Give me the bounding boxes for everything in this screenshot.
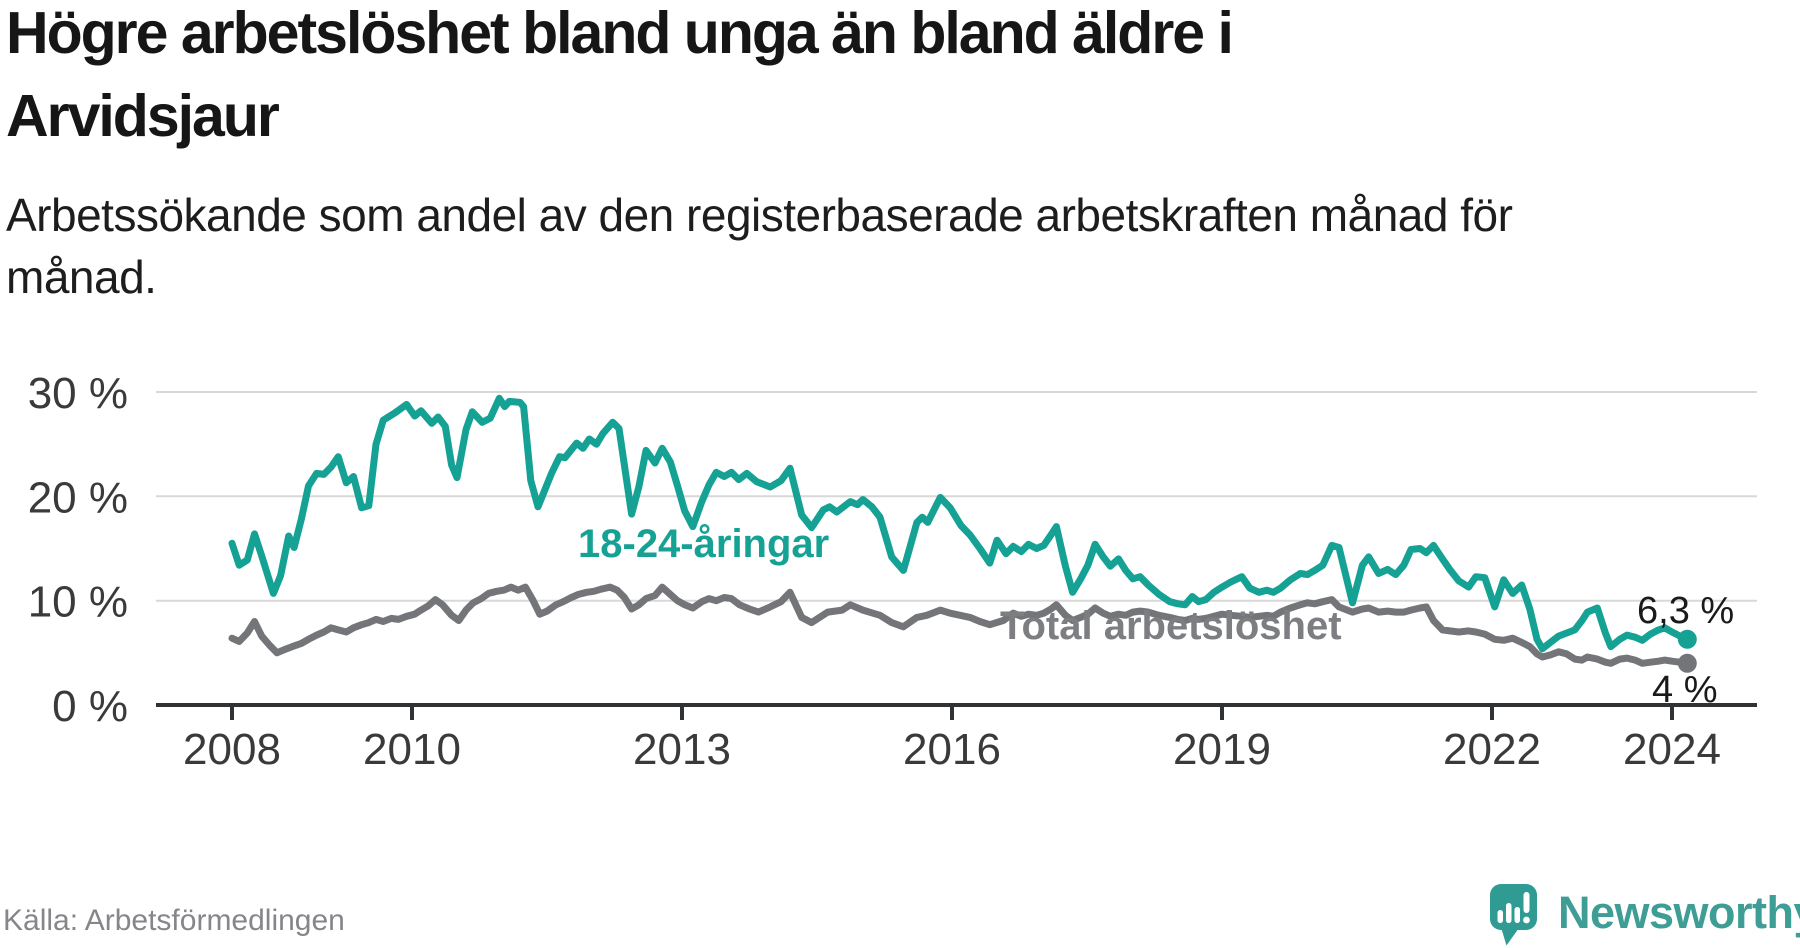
x-tick-label: 2019 bbox=[1173, 725, 1271, 774]
newsworthy-logo: Newsworthy bbox=[1490, 882, 1800, 946]
newsworthy-logo-text: Newsworthy bbox=[1558, 887, 1800, 938]
x-tick-label: 2008 bbox=[183, 725, 281, 774]
series-end-dot-total bbox=[1677, 653, 1697, 673]
page-subtitle-line-2: månad. bbox=[6, 251, 157, 303]
series-line-youth bbox=[228, 394, 1691, 653]
page-subtitle: Arbetssökande som andel av den registerb… bbox=[6, 184, 1513, 308]
page-title: Högre arbetslöshet bland unga än bland ä… bbox=[6, 0, 1234, 158]
y-tick-label: 0 % bbox=[52, 682, 128, 731]
series-line-total bbox=[228, 583, 1691, 667]
y-tick-label: 20 % bbox=[28, 473, 128, 522]
x-tick-label: 2022 bbox=[1443, 725, 1541, 774]
series-label-youth: 18-24-åringar bbox=[578, 522, 830, 566]
end-value-label-total: 4 % bbox=[1652, 669, 1718, 711]
page-title-line-2: Arvidsjaur bbox=[6, 83, 280, 149]
x-tick-label: 2013 bbox=[633, 725, 731, 774]
y-tick-label: 30 % bbox=[28, 369, 128, 418]
speech-bubble-shape bbox=[1490, 884, 1537, 946]
end-value-label-youth: 6,3 % bbox=[1637, 590, 1735, 632]
page-subtitle-line-1: Arbetssökande som andel av den registerb… bbox=[6, 189, 1513, 241]
y-tick-label: 10 % bbox=[28, 578, 128, 627]
x-tick-label: 2010 bbox=[363, 725, 461, 774]
series-label-total: Total arbetslöshet bbox=[1000, 604, 1342, 648]
x-tick-label: 2024 bbox=[1623, 725, 1721, 774]
series-end-dot-youth bbox=[1677, 629, 1697, 649]
bar-chart-speech-bubble-icon bbox=[1490, 884, 1537, 946]
page-title-line-1: Högre arbetslöshet bland unga än bland ä… bbox=[6, 0, 1234, 66]
source-note: Källa: Arbetsförmedlingen bbox=[3, 904, 345, 937]
x-tick-label: 2016 bbox=[903, 725, 1001, 774]
